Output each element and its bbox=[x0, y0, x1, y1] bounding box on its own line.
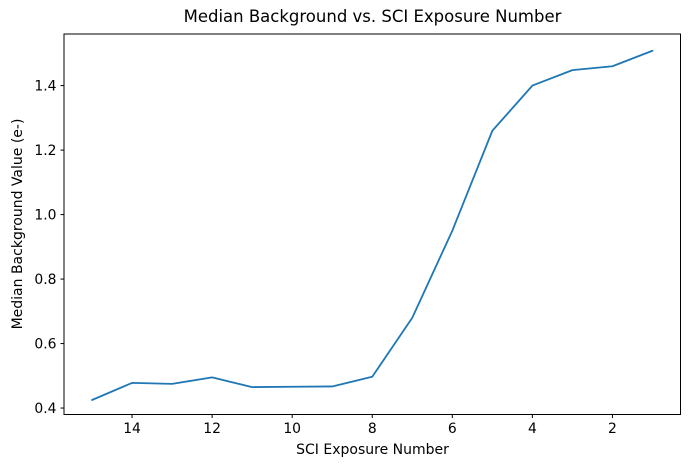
x-tick-label: 12 bbox=[203, 421, 221, 437]
y-tick-label: 0.6 bbox=[34, 336, 56, 352]
x-axis-label: SCI Exposure Number bbox=[296, 442, 449, 458]
x-tick-label: 2 bbox=[608, 421, 617, 437]
x-tick-label: 10 bbox=[283, 421, 301, 437]
y-tick-label: 0.4 bbox=[34, 401, 56, 417]
x-tick-label: 14 bbox=[123, 421, 141, 437]
x-tick-label: 6 bbox=[448, 421, 457, 437]
data-line-median-background bbox=[91, 49, 654, 401]
x-tick-label: 8 bbox=[368, 421, 377, 437]
x-tick-label: 4 bbox=[528, 421, 537, 437]
y-tick-label: 1.4 bbox=[34, 78, 56, 94]
y-tick-label: 0.8 bbox=[34, 272, 56, 288]
y-tick-label: 1.2 bbox=[34, 143, 56, 159]
y-tick-label: 1.0 bbox=[34, 207, 56, 223]
chart-title: Median Background vs. SCI Exposure Numbe… bbox=[183, 7, 562, 26]
axes-frame bbox=[63, 33, 681, 415]
y-axis-label: Median Background Value (e-) bbox=[10, 118, 26, 330]
